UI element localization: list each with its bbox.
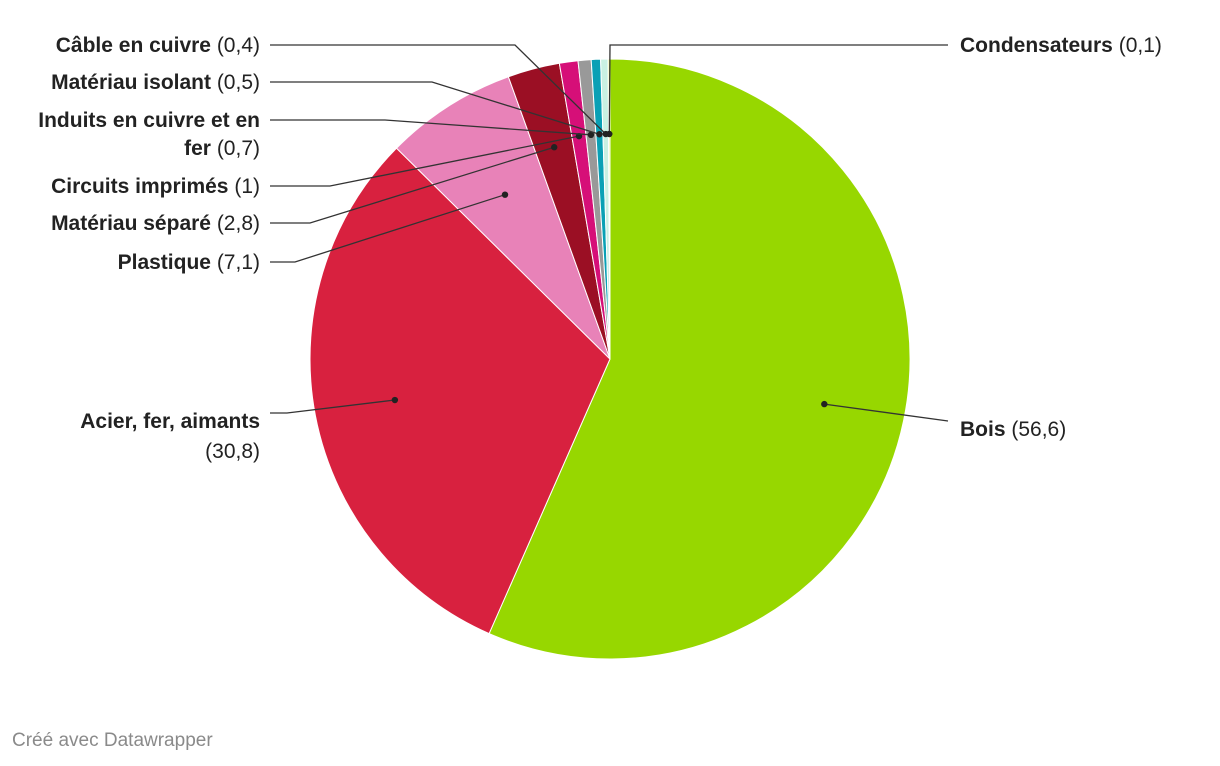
- leader-cable-en-cuivre: [270, 44, 607, 135]
- leader-dot-induits-en-cuivre-et-en-fer: [587, 131, 595, 139]
- leader-materiau-separe: [270, 146, 555, 224]
- leader-dot-acier-fer-aimants: [391, 396, 399, 404]
- leader-lines: [270, 44, 949, 422]
- label-condensateurs: Condensateurs (0,1): [960, 34, 1162, 57]
- label-plastique: Plastique (7,1): [118, 251, 260, 274]
- slice-plastique: [395, 76, 611, 360]
- leader-materiau-isolant: [270, 81, 600, 135]
- leader-dot-bois: [821, 400, 828, 408]
- leader-circuits-imprimes: [270, 135, 580, 187]
- label-bois: Bois (56,6): [960, 418, 1066, 441]
- credit-text: Créé avec Datawrapper: [12, 730, 213, 751]
- label-acier-fer-aimants: Acier, fer, aimants: [80, 410, 260, 433]
- slice-labels: Bois (56,6) Acier, fer, aimants (30,8) Plas…: [38, 34, 1162, 463]
- leader-dot-materiau-isolant: [596, 131, 603, 138]
- leader-dot-condensateurs: [606, 130, 613, 138]
- leader-plastique: [270, 194, 506, 263]
- label-circuits-imprimes: Circuits imprimés (1): [51, 175, 260, 198]
- leader-dot-plastique: [501, 191, 509, 198]
- slice-bois: [488, 58, 911, 660]
- label-materiau-isolant: Matériau isolant (0,5): [51, 71, 260, 94]
- label-cable-en-cuivre: Câble en cuivre (0,4): [56, 34, 260, 57]
- leader-bois: [824, 403, 949, 422]
- label-induits-en-cuivre-et-en-fer-line1: Induits en cuivre et en: [38, 109, 260, 132]
- leader-dot-materiau-separe: [551, 144, 558, 151]
- pie-slices: [309, 58, 911, 660]
- label-materiau-separe: Matériau séparé (2,8): [51, 212, 260, 235]
- leader-acier-fer-aimants: [270, 399, 395, 414]
- label-induits-en-cuivre-et-en-fer-line2: fer (0,7): [184, 137, 260, 160]
- leader-induits-en-cuivre-et-en-fer: [270, 119, 591, 136]
- leader-condensateurs: [608, 44, 948, 135]
- label-acier-fer-aimants-value: (30,8): [205, 440, 260, 463]
